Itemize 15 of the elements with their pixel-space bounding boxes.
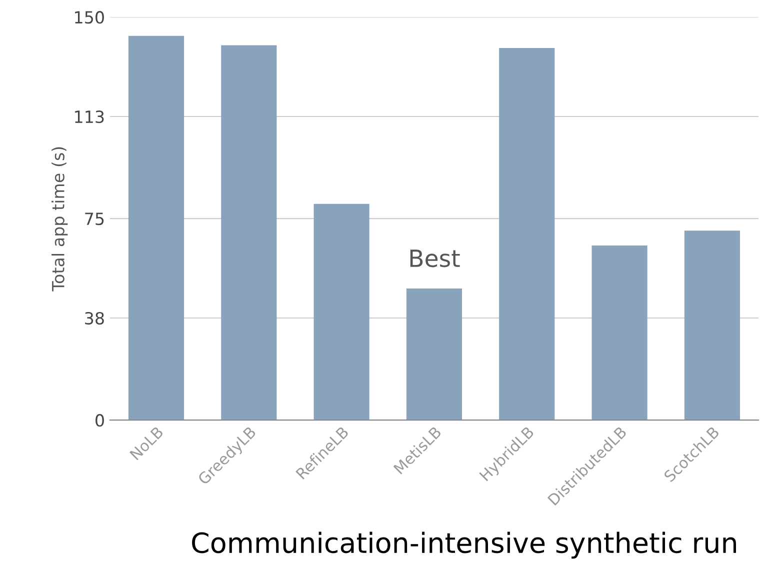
- bar: [314, 204, 370, 420]
- bar: [406, 288, 462, 420]
- y-tick-label: 75: [85, 212, 104, 226]
- bar: [684, 230, 740, 420]
- bar: [499, 48, 555, 420]
- bar: [128, 36, 184, 420]
- bar: [221, 45, 277, 420]
- y-tick-label: 0: [96, 414, 104, 427]
- y-tick-label: 150: [75, 11, 104, 24]
- y-axis-title: Total app time (s): [52, 147, 68, 292]
- annotation: Best: [410, 250, 460, 268]
- y-tick-label: 38: [85, 312, 104, 325]
- bar: [592, 245, 648, 420]
- text: Communication-intensive synthetic run: [192, 532, 736, 559]
- y-tick-label: 113: [75, 110, 104, 124]
